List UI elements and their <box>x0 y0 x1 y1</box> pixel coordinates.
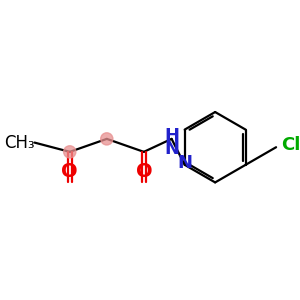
Text: N: N <box>177 154 192 172</box>
Text: O: O <box>61 162 78 181</box>
Text: N: N <box>164 140 179 158</box>
Text: CH₃: CH₃ <box>4 134 34 152</box>
Text: H: H <box>164 127 179 145</box>
Text: O: O <box>136 162 152 181</box>
Text: Cl: Cl <box>281 136 300 154</box>
Circle shape <box>64 146 76 158</box>
Circle shape <box>101 133 113 145</box>
